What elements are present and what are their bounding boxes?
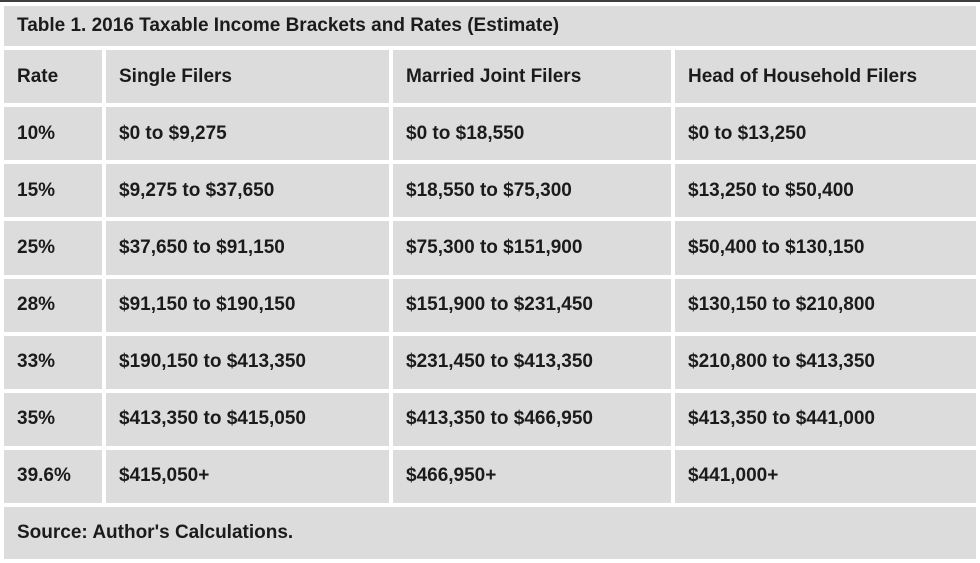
table-source-row: Source: Author's Calculations. bbox=[4, 507, 976, 559]
column-header-married-joint-filers: Married Joint Filers bbox=[393, 50, 671, 104]
table-row: 28% $91,150 to $190,150 $151,900 to $231… bbox=[4, 278, 976, 332]
table-row: 25% $37,650 to $91,150 $75,300 to $151,9… bbox=[4, 221, 976, 275]
rate-cell: 15% bbox=[4, 164, 102, 218]
married-joint-filers-cell: $466,950+ bbox=[393, 449, 671, 503]
head-of-household-cell: $130,150 to $210,800 bbox=[675, 278, 976, 332]
table-row: 10% $0 to $9,275 $0 to $18,550 $0 to $13… bbox=[4, 107, 976, 161]
married-joint-filers-cell: $18,550 to $75,300 bbox=[393, 164, 671, 218]
single-filers-cell: $0 to $9,275 bbox=[106, 107, 389, 161]
column-header-single-filers: Single Filers bbox=[106, 50, 389, 104]
source-note: Source: Author's Calculations. bbox=[4, 507, 976, 559]
table-header-row: Rate Single Filers Married Joint Filers … bbox=[4, 50, 976, 104]
single-filers-cell: $413,350 to $415,050 bbox=[106, 392, 389, 446]
table-title-row: Table 1. 2016 Taxable Income Brackets an… bbox=[4, 6, 976, 46]
married-joint-filers-cell: $75,300 to $151,900 bbox=[393, 221, 671, 275]
head-of-household-cell: $210,800 to $413,350 bbox=[675, 335, 976, 389]
head-of-household-cell: $413,350 to $441,000 bbox=[675, 392, 976, 446]
single-filers-cell: $415,050+ bbox=[106, 449, 389, 503]
table-row: 15% $9,275 to $37,650 $18,550 to $75,300… bbox=[4, 164, 976, 218]
head-of-household-cell: $50,400 to $130,150 bbox=[675, 221, 976, 275]
rate-cell: 39.6% bbox=[4, 449, 102, 503]
head-of-household-cell: $441,000+ bbox=[675, 449, 976, 503]
table-row: 35% $413,350 to $415,050 $413,350 to $46… bbox=[4, 392, 976, 446]
head-of-household-cell: $0 to $13,250 bbox=[675, 107, 976, 161]
rate-cell: 33% bbox=[4, 335, 102, 389]
married-joint-filers-cell: $231,450 to $413,350 bbox=[393, 335, 671, 389]
rate-cell: 35% bbox=[4, 392, 102, 446]
single-filers-cell: $190,150 to $413,350 bbox=[106, 335, 389, 389]
table-row: 33% $190,150 to $413,350 $231,450 to $41… bbox=[4, 335, 976, 389]
table-row: 39.6% $415,050+ $466,950+ $441,000+ bbox=[4, 449, 976, 503]
single-filers-cell: $9,275 to $37,650 bbox=[106, 164, 389, 218]
single-filers-cell: $37,650 to $91,150 bbox=[106, 221, 389, 275]
column-header-rate: Rate bbox=[4, 50, 102, 104]
single-filers-cell: $91,150 to $190,150 bbox=[106, 278, 389, 332]
head-of-household-cell: $13,250 to $50,400 bbox=[675, 164, 976, 218]
married-joint-filers-cell: $413,350 to $466,950 bbox=[393, 392, 671, 446]
rate-cell: 25% bbox=[4, 221, 102, 275]
married-joint-filers-cell: $151,900 to $231,450 bbox=[393, 278, 671, 332]
rate-cell: 10% bbox=[4, 107, 102, 161]
column-header-head-of-household-filers: Head of Household Filers bbox=[675, 50, 976, 104]
table-title: Table 1. 2016 Taxable Income Brackets an… bbox=[4, 6, 976, 46]
rate-cell: 28% bbox=[4, 278, 102, 332]
married-joint-filers-cell: $0 to $18,550 bbox=[393, 107, 671, 161]
